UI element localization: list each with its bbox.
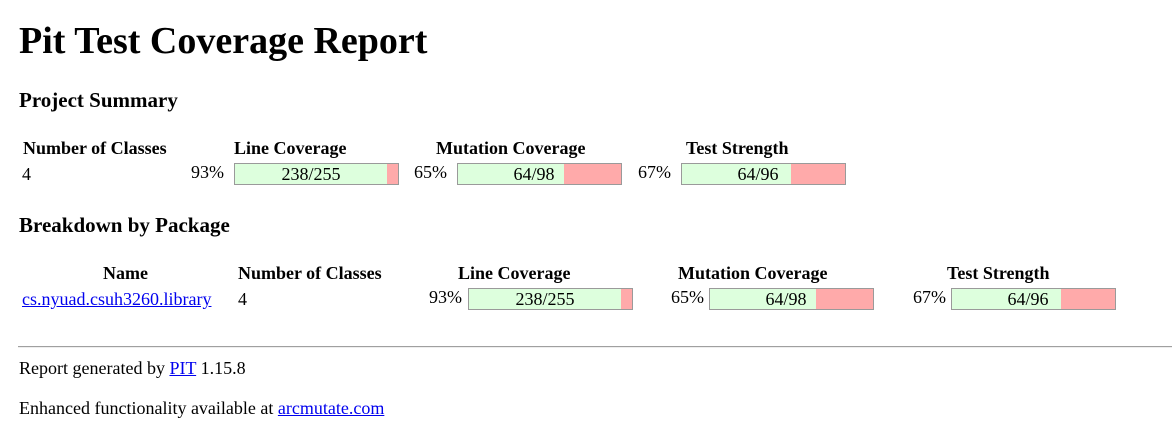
project-summary-heading: Project Summary <box>19 88 178 112</box>
summary-header-classes: Number of Classes <box>23 138 167 158</box>
package-link[interactable]: cs.nyuad.csuh3260.library <box>22 289 212 309</box>
summary-test-strength-label: 64/96 <box>737 164 779 184</box>
arcmutate-link[interactable]: arcmutate.com <box>277 398 385 418</box>
footer-divider <box>18 346 1172 348</box>
package-test-strength-bar: 64/96 <box>951 288 1116 310</box>
breakdown-header-mutation-coverage: Mutation Coverage <box>678 263 828 283</box>
summary-line-percent: 93% <box>191 162 224 182</box>
summary-mutation-coverage-label: 64/98 <box>513 164 555 184</box>
summary-header-line-coverage: Line Coverage <box>234 138 347 158</box>
package-mutation-percent: 65% <box>671 287 704 307</box>
package-test-strength-label: 64/96 <box>1007 289 1049 309</box>
summary-mutation-coverage-fill <box>458 164 565 184</box>
package-line-coverage-bar: 238/255 <box>468 288 633 310</box>
breakdown-header-name: Name <box>103 263 148 283</box>
package-class-count: 4 <box>238 289 247 309</box>
package-line-coverage-label: 238/255 <box>515 289 575 309</box>
summary-test-strength-fill <box>682 164 791 184</box>
summary-line-coverage-bar: 238/255 <box>234 163 399 185</box>
report-generated-line: Report generated by PIT 1.15.8 <box>19 358 246 379</box>
breakdown-header-classes: Number of Classes <box>238 263 382 283</box>
package-line-percent: 93% <box>429 287 462 307</box>
pit-link[interactable]: PIT <box>169 358 197 378</box>
summary-mutation-coverage-bar: 64/98 <box>457 163 622 185</box>
report-generated-prefix: Report generated by <box>19 358 165 378</box>
summary-class-count: 4 <box>22 164 31 184</box>
package-strength-percent: 67% <box>913 287 946 307</box>
page-title: Pit Test Coverage Report <box>19 20 428 62</box>
package-line-coverage-fill <box>469 289 622 309</box>
pit-version: 1.15.8 <box>200 358 246 378</box>
enhanced-functionality-line: Enhanced functionality available at arcm… <box>19 398 384 419</box>
summary-header-test-strength: Test Strength <box>686 138 789 158</box>
summary-line-coverage-fill <box>235 164 388 184</box>
summary-mutation-percent: 65% <box>414 162 447 182</box>
summary-line-coverage-label: 238/255 <box>281 164 341 184</box>
package-mutation-coverage-fill <box>710 289 817 309</box>
breakdown-header-line-coverage: Line Coverage <box>458 263 571 283</box>
breakdown-header-test-strength: Test Strength <box>947 263 1050 283</box>
summary-strength-percent: 67% <box>638 162 671 182</box>
summary-header-mutation-coverage: Mutation Coverage <box>436 138 586 158</box>
summary-test-strength-bar: 64/96 <box>681 163 846 185</box>
enhanced-prefix: Enhanced functionality available at <box>19 398 274 418</box>
package-test-strength-fill <box>952 289 1061 309</box>
breakdown-heading: Breakdown by Package <box>19 213 230 237</box>
package-mutation-coverage-bar: 64/98 <box>709 288 874 310</box>
package-mutation-coverage-label: 64/98 <box>765 289 807 309</box>
